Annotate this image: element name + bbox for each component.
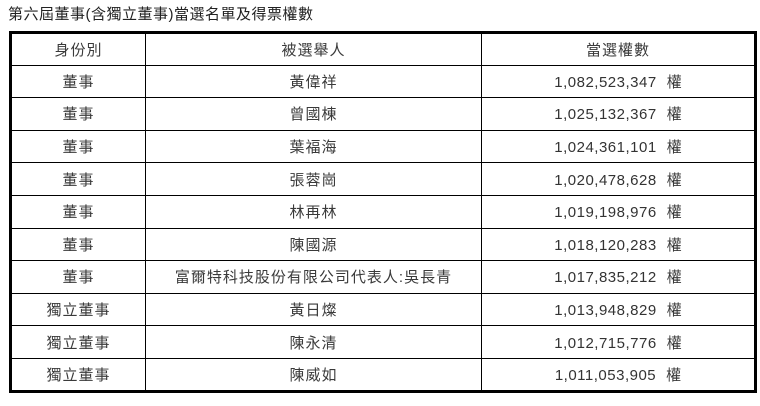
votes-unit-label: 權 (666, 269, 682, 287)
candidate-cell: 陳永清 (145, 325, 482, 359)
votes-unit-label: 權 (666, 139, 682, 157)
table-row: 董事 林再林 1,019,198,976 權 (10, 194, 756, 229)
votes-value: 1,082,523,347 (554, 73, 657, 91)
candidate-cell: 張蓉崗 (145, 162, 482, 196)
identity-cell: 董事 (10, 162, 146, 196)
votes-value: 1,018,120,283 (554, 236, 657, 254)
table-row: 董事 富爾特科技股份有限公司代表人:吳長青 1,017,835,212 權 (10, 260, 756, 294)
votes-value: 1,024,361,101 (554, 139, 657, 157)
votes-value: 1,019,198,976 (554, 204, 657, 222)
table-row: 董事 陳國源 1,018,120,283 權 (10, 227, 756, 262)
header-identity: 身份別 (10, 32, 146, 66)
table-row: 董事 黃偉祥 1,082,523,347 權 (10, 64, 756, 99)
header-candidate: 被選舉人 (145, 32, 482, 66)
votes-cell: 1,017,835,212 權 (481, 260, 756, 294)
election-results-table: 身份別 被選舉人 當選權數 董事 黃偉祥 1,082,523,347 權董事 曾國棟 1,… (9, 31, 757, 393)
votes-cell: 1,082,523,347 權 (481, 64, 756, 99)
votes-unit-label: 權 (666, 366, 682, 384)
votes-unit-label: 權 (666, 171, 682, 189)
identity-cell: 董事 (10, 227, 146, 262)
candidate-cell: 陳國源 (145, 227, 482, 262)
table-header-row: 身份別 被選舉人 當選權數 (10, 32, 756, 66)
header-votes: 當選權數 (481, 32, 756, 66)
identity-cell: 獨立董事 (10, 325, 146, 359)
table-row: 董事 曾國棟 1,025,132,367 權 (10, 97, 756, 131)
page-title: 第六屆董事(含獨立董事)當選名單及得票權數 (8, 6, 314, 23)
votes-value: 1,017,835,212 (554, 269, 657, 287)
table-row: 董事 葉福海 1,024,361,101 權 (10, 129, 756, 164)
table-body: 董事 黃偉祥 1,082,523,347 權董事 曾國棟 1,025,132,367 權董事… (10, 64, 756, 392)
votes-cell: 1,024,361,101 權 (481, 129, 756, 164)
candidate-cell: 陳威如 (145, 357, 482, 392)
votes-unit-label: 權 (666, 204, 682, 222)
identity-cell: 獨立董事 (10, 357, 146, 392)
table-row: 獨立董事 陳永清 1,012,715,776 權 (10, 325, 756, 359)
identity-cell: 董事 (10, 97, 146, 131)
votes-unit-label: 權 (666, 73, 682, 91)
identity-cell: 董事 (10, 260, 146, 294)
identity-cell: 董事 (10, 194, 146, 229)
votes-unit-label: 權 (666, 236, 682, 254)
identity-cell: 獨立董事 (10, 292, 146, 327)
votes-cell: 1,020,478,628 權 (481, 162, 756, 196)
votes-unit-label: 權 (666, 334, 682, 352)
identity-cell: 董事 (10, 64, 146, 99)
votes-cell: 1,011,053,905 權 (481, 357, 756, 392)
table-row: 獨立董事 陳威如 1,011,053,905 權 (10, 357, 756, 392)
candidate-cell: 林再林 (145, 194, 482, 229)
votes-cell: 1,018,120,283 權 (481, 227, 756, 262)
votes-cell: 1,019,198,976 權 (481, 194, 756, 229)
candidate-cell: 富爾特科技股份有限公司代表人:吳長青 (145, 260, 482, 294)
candidate-cell: 葉福海 (145, 129, 482, 164)
votes-cell: 1,025,132,367 權 (481, 97, 756, 131)
candidate-cell: 黃日燦 (145, 292, 482, 327)
table-row: 獨立董事 黃日燦 1,013,948,829 權 (10, 292, 756, 327)
votes-cell: 1,012,715,776 權 (481, 325, 756, 359)
votes-value: 1,020,478,628 (554, 171, 657, 189)
votes-value: 1,012,715,776 (554, 334, 657, 352)
votes-unit-label: 權 (666, 106, 682, 124)
votes-value: 1,025,132,367 (554, 106, 657, 124)
candidate-cell: 曾國棟 (145, 97, 482, 131)
votes-cell: 1,013,948,829 權 (481, 292, 756, 327)
identity-cell: 董事 (10, 129, 146, 164)
candidate-cell: 黃偉祥 (145, 64, 482, 99)
votes-value: 1,013,948,829 (554, 302, 657, 320)
votes-value: 1,011,053,905 (554, 366, 657, 384)
table-row: 董事 張蓉崗 1,020,478,628 權 (10, 162, 756, 196)
votes-unit-label: 權 (666, 302, 682, 320)
